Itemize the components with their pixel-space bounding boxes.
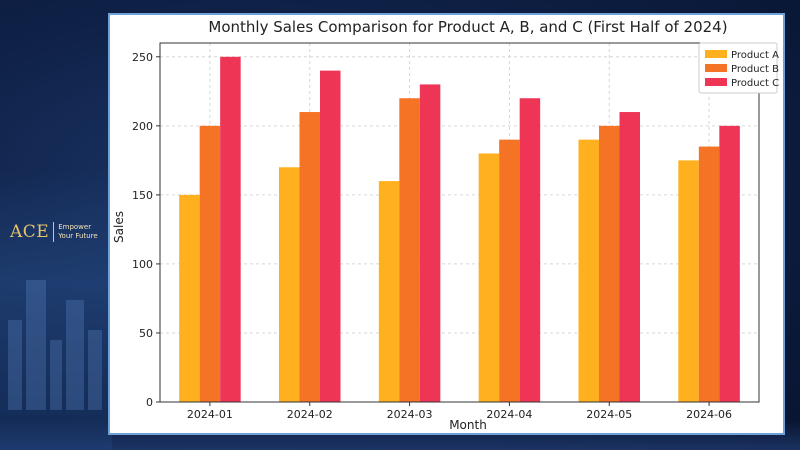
bar-product-c-2024-05 <box>619 112 640 403</box>
bar-product-c-2024-06 <box>719 125 740 402</box>
bar-product-a-2024-01 <box>179 194 200 402</box>
y-tick-label-0: 0 <box>146 396 153 409</box>
bar-product-b-2024-02 <box>299 112 320 403</box>
y-tick-label-5: 250 <box>132 51 153 64</box>
tagline-line2: Your Future <box>58 232 98 240</box>
bars <box>179 56 740 403</box>
bar-product-b-2024-03 <box>399 98 420 402</box>
y-tick-label-2: 100 <box>132 258 153 271</box>
legend-swatch-0 <box>705 50 727 58</box>
bar-product-b-2024-04 <box>499 139 520 402</box>
ace-logo: ACE Empower Your Future <box>10 222 98 242</box>
bar-chart: Monthly Sales Comparison for Product A, … <box>112 18 779 432</box>
legend-swatch-2 <box>705 78 727 86</box>
tagline-line1: Empower <box>58 223 92 231</box>
bar-product-c-2024-04 <box>519 98 541 402</box>
background-skyline <box>0 170 112 450</box>
x-tick-label-4: 2024-05 <box>586 408 632 421</box>
y-tick-label-3: 150 <box>132 189 153 202</box>
x-tick-label-0: 2024-01 <box>187 408 233 421</box>
bar-product-c-2024-02 <box>320 70 341 402</box>
x-tick-label-3: 2024-04 <box>486 408 532 421</box>
legend-swatch-1 <box>705 64 727 72</box>
bar-product-a-2024-05 <box>578 139 599 402</box>
x-tick-label-2: 2024-03 <box>387 408 433 421</box>
legend-label-1: Product B <box>731 64 779 75</box>
legend: Product A Product B Product C <box>698 42 779 94</box>
bar-product-a-2024-06 <box>678 160 699 402</box>
y-axis-label: Sales <box>112 211 126 243</box>
bar-product-c-2024-03 <box>419 84 441 402</box>
bar-product-b-2024-06 <box>698 146 720 402</box>
legend-label-2: Product C <box>731 78 779 89</box>
x-axis: 2024-01 2024-02 2024-03 2024-04 2024-05 2024-… <box>187 402 732 421</box>
y-axis: 0 50 100 150 200 250 <box>132 51 160 409</box>
bar-product-c-2024-01 <box>220 56 241 403</box>
bar-product-b-2024-01 <box>199 125 221 402</box>
logo-text: ACE <box>10 222 55 242</box>
chart-title: Monthly Sales Comparison for Product A, … <box>208 18 727 36</box>
x-tick-label-5: 2024-06 <box>686 408 732 421</box>
chart-panel: Monthly Sales Comparison for Product A, … <box>108 13 785 435</box>
y-tick-label-1: 50 <box>139 327 153 340</box>
grid-lines <box>160 43 759 403</box>
bar-product-a-2024-04 <box>478 153 500 402</box>
legend-label-0: Product A <box>731 50 779 61</box>
y-tick-label-4: 200 <box>132 120 153 133</box>
x-tick-label-1: 2024-02 <box>287 408 333 421</box>
plot-frame <box>159 42 760 403</box>
bar-product-a-2024-03 <box>378 181 400 402</box>
bar-product-a-2024-02 <box>279 167 300 402</box>
bar-product-b-2024-05 <box>599 125 620 402</box>
x-axis-label: Month <box>449 418 487 432</box>
logo-tagline: Empower Your Future <box>54 223 97 241</box>
